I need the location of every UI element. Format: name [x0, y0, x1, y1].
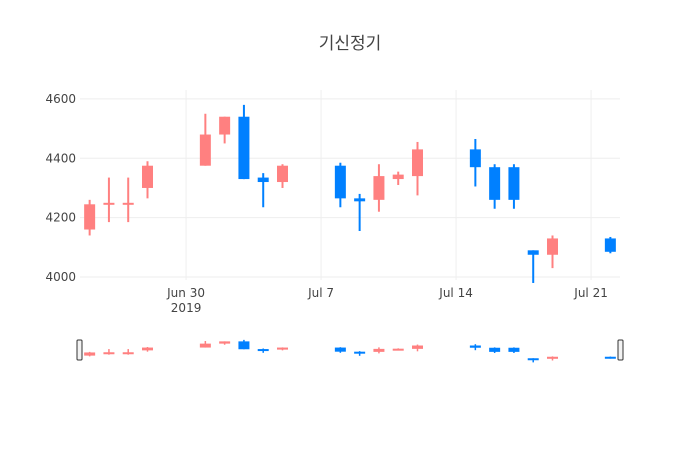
- x-tick-year-label: 2019: [171, 301, 202, 315]
- slider-candle: [354, 351, 366, 356]
- candle[interactable]: [604, 236, 616, 254]
- slider-candle: [84, 351, 96, 357]
- candle-body[interactable]: [238, 116, 250, 180]
- slider-candle-body: [103, 352, 115, 355]
- candle-body[interactable]: [469, 149, 481, 168]
- slider-candle: [142, 347, 153, 352]
- candle[interactable]: [547, 235, 558, 269]
- candle-body[interactable]: [257, 177, 269, 183]
- candle-body[interactable]: [604, 238, 616, 252]
- slider-candle: [412, 344, 423, 352]
- slider-candle-body: [354, 351, 366, 354]
- y-tick-label: 4400: [45, 151, 76, 165]
- candle[interactable]: [142, 161, 153, 199]
- slider-candle-body: [527, 358, 539, 361]
- slider-candle: [392, 348, 404, 351]
- slider-candle-body: [392, 348, 404, 351]
- candle-body[interactable]: [489, 167, 501, 200]
- slider-candle-body: [547, 356, 558, 359]
- candle[interactable]: [489, 164, 501, 209]
- slider-candle: [122, 349, 134, 355]
- slider-candle-body: [84, 352, 96, 356]
- slider-candle-body: [469, 345, 481, 348]
- slider-candle: [103, 349, 115, 355]
- candles[interactable]: [84, 104, 616, 283]
- slider-candle: [277, 347, 288, 351]
- candle-body[interactable]: [508, 167, 520, 200]
- slider-candle-body: [219, 341, 231, 344]
- candle[interactable]: [527, 250, 539, 283]
- grid-lines: [80, 90, 620, 280]
- slider-candle: [334, 347, 346, 353]
- candle[interactable]: [122, 177, 134, 223]
- candle[interactable]: [219, 116, 231, 144]
- candle-body[interactable]: [199, 134, 211, 166]
- candle-body[interactable]: [84, 204, 96, 230]
- candle-body[interactable]: [142, 165, 153, 188]
- candle[interactable]: [277, 164, 288, 188]
- candle-body[interactable]: [122, 202, 134, 205]
- slider-candle-body: [277, 347, 288, 350]
- candle[interactable]: [508, 164, 520, 209]
- slider-candle-body: [489, 347, 501, 352]
- slider-candle-body: [238, 341, 250, 350]
- candle[interactable]: [238, 104, 250, 180]
- slider-candle: [604, 356, 616, 359]
- chart-title: 기신정기: [319, 34, 382, 54]
- candle[interactable]: [373, 164, 385, 212]
- slider-candle: [527, 358, 539, 363]
- slider-candle: [199, 341, 211, 348]
- slider-candle-body: [142, 347, 153, 351]
- x-tick-label: Jul 14: [438, 286, 473, 300]
- x-tick-label: Jul 21: [573, 286, 608, 300]
- x-tick-label: Jun 30: [166, 286, 205, 300]
- range-slider[interactable]: [76, 339, 624, 363]
- candle-body[interactable]: [527, 250, 539, 255]
- slider-candle-body: [604, 356, 616, 359]
- candle-body[interactable]: [373, 176, 385, 200]
- slider-candle-body: [257, 349, 269, 352]
- slider-candle-body: [412, 345, 423, 349]
- slider-candle-body: [373, 348, 385, 352]
- candle[interactable]: [199, 113, 211, 166]
- candle-body[interactable]: [219, 116, 231, 135]
- slider-candle-body: [122, 352, 134, 355]
- range-slider-right-handle[interactable]: [617, 339, 624, 361]
- candle-body[interactable]: [392, 174, 404, 180]
- candle[interactable]: [103, 177, 115, 223]
- slider-candle: [238, 339, 250, 350]
- slider-candle: [489, 347, 501, 353]
- candle[interactable]: [412, 141, 423, 196]
- candle[interactable]: [84, 199, 96, 236]
- candle[interactable]: [469, 138, 481, 187]
- candle-body[interactable]: [354, 198, 366, 202]
- candle-body[interactable]: [547, 238, 558, 255]
- candle-body[interactable]: [103, 202, 115, 205]
- y-tick-label: 4200: [45, 211, 76, 225]
- candle[interactable]: [334, 162, 346, 208]
- candle[interactable]: [257, 173, 269, 208]
- slider-candle-body: [508, 347, 520, 352]
- slider-candle: [547, 356, 558, 361]
- candle-body[interactable]: [334, 165, 346, 199]
- slider-candle: [508, 347, 520, 353]
- slider-candle: [219, 341, 231, 345]
- candle-body[interactable]: [412, 149, 423, 177]
- range-slider-left-handle[interactable]: [76, 339, 83, 361]
- slider-candle: [257, 348, 269, 353]
- candle[interactable]: [354, 193, 366, 232]
- slider-candle-body: [199, 343, 211, 348]
- x-tick-label: Jul 7: [307, 286, 334, 300]
- slider-candle: [469, 344, 481, 351]
- y-tick-label: 4000: [45, 270, 76, 284]
- candle-body[interactable]: [277, 165, 288, 183]
- slider-candle-body: [334, 347, 346, 352]
- y-tick-label: 4600: [45, 92, 76, 106]
- slider-candle: [373, 347, 385, 354]
- candle[interactable]: [392, 171, 404, 185]
